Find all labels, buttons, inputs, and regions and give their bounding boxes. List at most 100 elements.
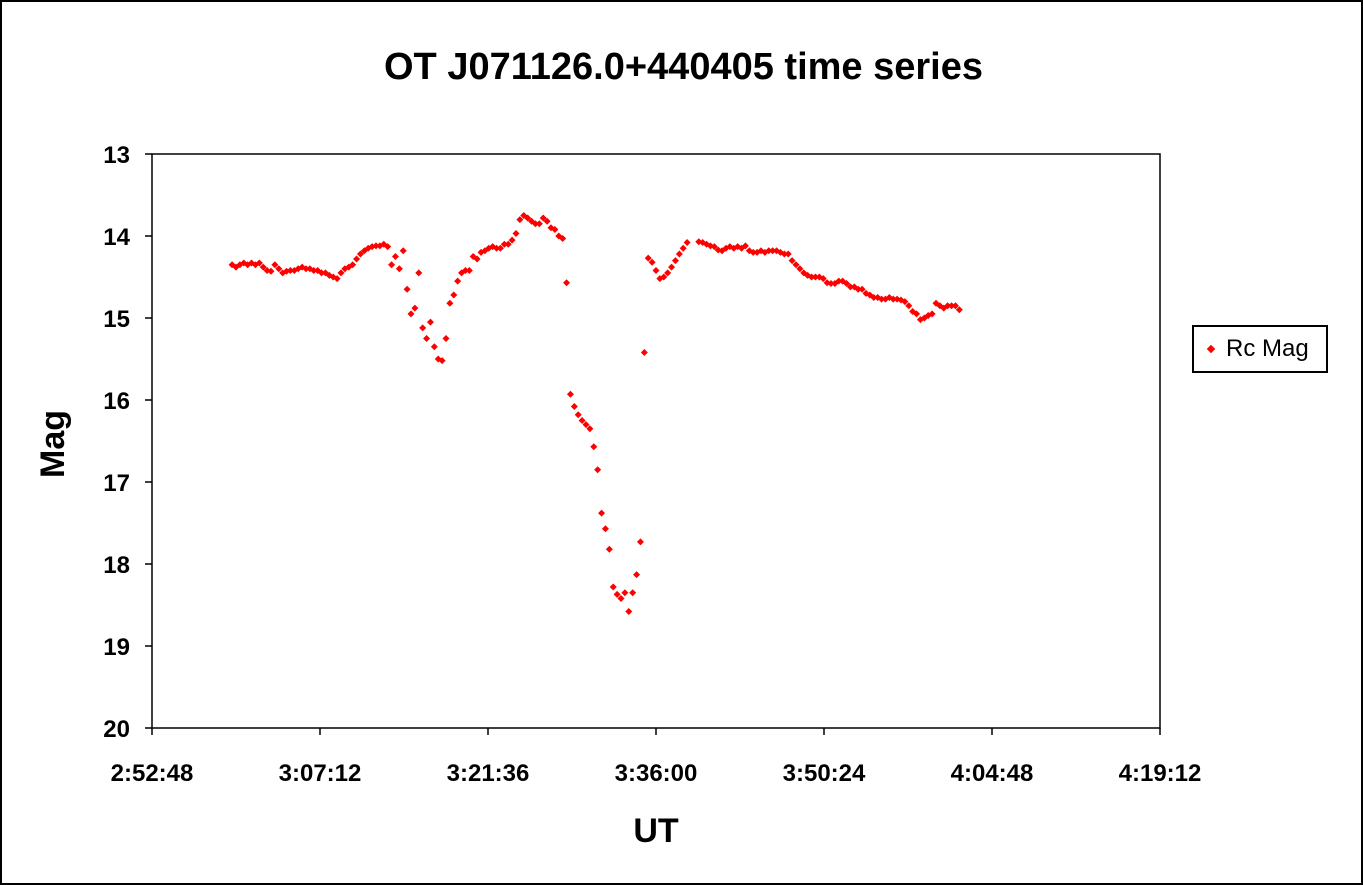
data-point xyxy=(788,257,796,265)
data-point xyxy=(419,324,427,332)
y-axis: 13 14 15 16 17 18 19 20 xyxy=(103,142,152,743)
data-point xyxy=(769,247,777,255)
data-point xyxy=(442,335,450,342)
data-point xyxy=(948,302,956,310)
data-point xyxy=(310,266,318,274)
data-point xyxy=(302,265,310,273)
legend-label: Rc Mag xyxy=(1226,335,1309,362)
data-point xyxy=(605,545,613,553)
data-point xyxy=(446,299,454,307)
data-point xyxy=(901,298,909,306)
data-point xyxy=(551,225,559,233)
data-point xyxy=(504,240,512,248)
data-point xyxy=(835,277,843,285)
data-point xyxy=(652,266,660,274)
data-point xyxy=(598,509,606,517)
data-point xyxy=(493,244,501,252)
data-point xyxy=(524,214,532,222)
x-tick-label: 2:52:48 xyxy=(111,760,194,787)
x-axis-title: UT xyxy=(633,812,679,850)
x-tick-label: 4:04:48 xyxy=(951,760,1034,787)
data-point xyxy=(749,248,757,256)
data-point xyxy=(633,571,641,579)
data-point xyxy=(395,265,403,273)
data-point xyxy=(905,302,913,310)
data-point xyxy=(539,214,547,222)
data-point xyxy=(566,390,574,398)
data-point xyxy=(889,295,897,303)
data-point xyxy=(438,357,446,365)
data-point xyxy=(333,275,341,283)
legend: Rc Mag xyxy=(1192,325,1328,373)
x-tick-label: 3:21:36 xyxy=(447,760,530,787)
data-point xyxy=(574,411,582,419)
data-point xyxy=(415,269,423,277)
y-tick-label: 13 xyxy=(103,142,130,169)
data-point xyxy=(372,242,380,250)
data-point xyxy=(796,265,804,273)
data-point xyxy=(811,273,819,281)
data-point xyxy=(407,310,415,318)
x-tick-label: 3:07:12 xyxy=(279,760,362,787)
x-tick-label: 4:19:12 xyxy=(1119,760,1202,787)
data-point xyxy=(286,266,294,274)
data-point xyxy=(271,261,279,269)
data-point xyxy=(951,302,959,310)
series-rc-mag xyxy=(228,212,963,616)
data-point xyxy=(500,240,508,248)
y-axis-title: Mag xyxy=(34,410,72,478)
data-point xyxy=(450,291,458,299)
data-point xyxy=(819,275,827,283)
data-point xyxy=(496,244,504,252)
y-tick-label: 15 xyxy=(103,306,130,333)
y-tick-label: 14 xyxy=(103,224,130,251)
data-point xyxy=(508,236,516,244)
data-point xyxy=(683,239,691,247)
data-point xyxy=(411,304,419,312)
data-point xyxy=(640,348,648,356)
data-point xyxy=(388,261,396,269)
data-point xyxy=(535,220,543,228)
data-point xyxy=(403,285,411,293)
data-point xyxy=(784,250,792,258)
data-point xyxy=(675,250,683,258)
data-point xyxy=(399,247,407,255)
data-point xyxy=(426,318,434,326)
data-point xyxy=(878,295,886,303)
plot-area xyxy=(151,153,1161,729)
x-axis: 2:52:48 3:07:12 3:21:36 3:36:00 3:50:24 4:04:… xyxy=(111,728,1202,787)
data-point xyxy=(765,247,773,255)
data-point xyxy=(808,273,816,281)
data-point xyxy=(391,253,399,260)
data-point xyxy=(944,302,952,310)
data-point xyxy=(664,269,672,277)
data-point xyxy=(318,269,326,277)
data-point xyxy=(636,538,644,546)
data-point xyxy=(594,466,602,474)
data-point xyxy=(621,589,629,597)
data-point xyxy=(827,280,835,288)
data-point xyxy=(578,417,586,424)
data-point xyxy=(275,265,283,273)
data-point xyxy=(629,589,637,597)
data-point xyxy=(582,421,590,429)
data-point xyxy=(913,310,921,318)
data-point xyxy=(955,306,963,314)
data-point xyxy=(430,343,438,351)
data-point xyxy=(586,425,594,433)
data-point xyxy=(461,266,469,274)
data-point xyxy=(267,267,275,275)
data-point xyxy=(660,273,668,281)
data-point xyxy=(870,294,878,301)
data-point xyxy=(590,443,598,451)
y-tick-label: 16 xyxy=(103,388,130,415)
data-point xyxy=(710,243,718,251)
y-tick-label: 19 xyxy=(103,634,130,661)
chart-title: OT J071126.0+440405 time series xyxy=(384,46,983,88)
data-point xyxy=(563,279,571,287)
data-point xyxy=(570,403,578,411)
data-point xyxy=(854,285,862,293)
data-point xyxy=(559,234,567,242)
x-tick-label: 3:50:24 xyxy=(783,760,866,787)
